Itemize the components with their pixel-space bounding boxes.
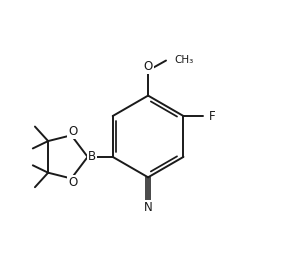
Text: O: O — [68, 176, 78, 189]
Text: O: O — [143, 60, 153, 73]
Text: O: O — [68, 125, 78, 138]
Text: N: N — [144, 201, 153, 214]
Text: F: F — [209, 109, 216, 122]
Text: B: B — [87, 150, 96, 164]
Text: CH₃: CH₃ — [174, 55, 194, 65]
